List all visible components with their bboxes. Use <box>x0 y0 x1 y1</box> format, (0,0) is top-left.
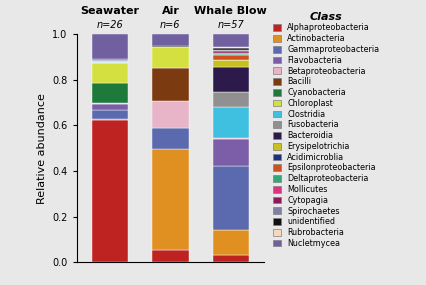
Bar <box>152 250 189 262</box>
Bar <box>152 34 189 46</box>
Bar <box>213 53 249 54</box>
Y-axis label: Relative abundance: Relative abundance <box>37 93 47 204</box>
Bar <box>92 120 128 262</box>
Bar <box>152 46 189 68</box>
Bar <box>152 128 189 149</box>
Bar <box>92 103 128 104</box>
Text: n=57: n=57 <box>218 20 244 30</box>
Bar <box>213 67 249 92</box>
Bar <box>152 68 189 101</box>
Bar <box>213 92 249 107</box>
Bar <box>213 138 249 139</box>
Bar <box>213 54 249 55</box>
Bar <box>92 119 128 120</box>
Bar <box>213 55 249 60</box>
Text: n=26: n=26 <box>97 20 123 30</box>
Legend: Alphaproteobacteria, Actinobacteria, Gammaproteobacteria, Flavobacteria, Betapro: Alphaproteobacteria, Actinobacteria, Gam… <box>272 11 380 249</box>
Bar <box>92 62 128 63</box>
Text: Seawater: Seawater <box>81 6 139 16</box>
Bar <box>213 166 249 230</box>
Bar <box>213 255 249 262</box>
Bar <box>92 104 128 110</box>
Bar <box>152 149 189 250</box>
Text: n=6: n=6 <box>160 20 181 30</box>
Bar <box>92 34 128 59</box>
Text: Whale Blow: Whale Blow <box>195 6 267 16</box>
Bar <box>213 48 249 50</box>
Bar <box>213 107 249 138</box>
Bar <box>92 110 128 119</box>
Bar <box>213 51 249 53</box>
Bar <box>213 50 249 51</box>
Bar <box>92 59 128 60</box>
Bar <box>213 60 249 67</box>
Bar <box>92 84 128 103</box>
Bar <box>92 63 128 84</box>
Bar <box>213 139 249 166</box>
Text: Air: Air <box>161 6 179 16</box>
Bar <box>213 34 249 47</box>
Bar <box>213 230 249 255</box>
Bar <box>213 47 249 48</box>
Bar <box>152 101 189 128</box>
